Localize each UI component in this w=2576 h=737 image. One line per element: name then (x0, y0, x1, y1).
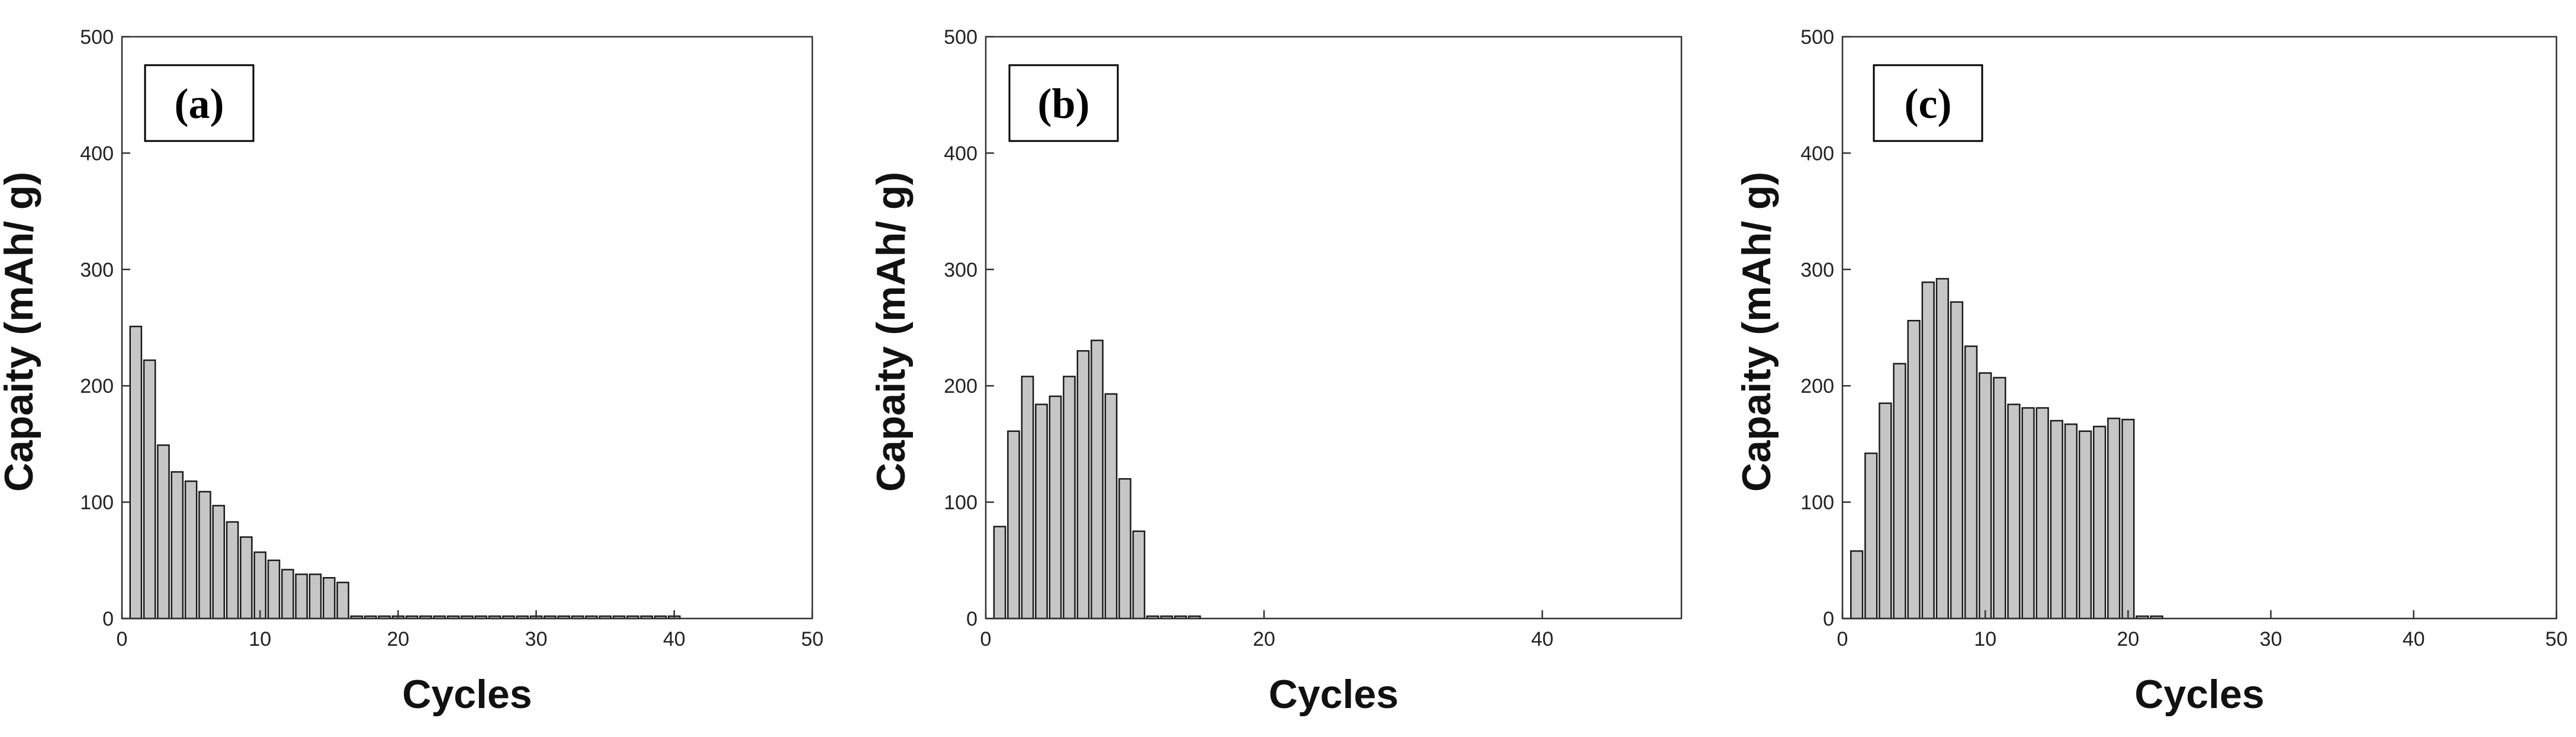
bar (1850, 550, 1864, 620)
bar (2050, 419, 2063, 620)
bar (2121, 418, 2135, 620)
plot-frame (985, 36, 1683, 620)
bar (1879, 402, 1892, 620)
bar (212, 505, 226, 620)
bar (1907, 319, 1921, 620)
bar (1893, 363, 1906, 620)
bar (1118, 478, 1131, 620)
y-tick-label: 100 (944, 492, 977, 514)
bar (267, 559, 281, 620)
bar (143, 359, 156, 620)
y-tick-label: 300 (80, 259, 114, 281)
bar (1063, 376, 1076, 620)
chart-panel-a: 0 100 200 300 400 500 0 10 20 30 40 50 (a) Cycles Capa… (0, 26, 824, 717)
bar (2064, 423, 2078, 620)
bar (1964, 345, 1978, 620)
panel-label-box (1873, 64, 1983, 142)
bar (253, 551, 267, 620)
bar (129, 325, 143, 620)
y-tick-label: 400 (80, 142, 114, 165)
bar (1104, 393, 1118, 620)
bar (2035, 407, 2049, 620)
y-tick-label: 0 (1823, 608, 1834, 630)
x-tick-label: 30 (525, 628, 548, 651)
x-tick-label: 50 (801, 628, 824, 651)
bar (240, 536, 253, 620)
panel-label-box (144, 64, 255, 142)
y-tick-label: 300 (1800, 259, 1834, 281)
bar (171, 471, 184, 620)
y-axis-title: Capaity (mAh/ g) (1734, 172, 1779, 492)
bar (295, 573, 308, 620)
bar (1076, 350, 1090, 620)
bar (2107, 417, 2121, 620)
chart-panel-c: 0 100 200 300 400 500 0 10 20 30 40 50 (c) Cycles Capa… (1734, 26, 2568, 717)
bar (1935, 278, 1949, 620)
bar (1864, 452, 1878, 620)
x-tick-label: 20 (1253, 628, 1275, 651)
bar (993, 525, 1006, 620)
bar (2093, 425, 2107, 620)
y-tick-label: 0 (966, 608, 977, 630)
x-tick-label: 40 (1531, 628, 1554, 651)
y-tick-label: 200 (1800, 375, 1834, 398)
bar (1049, 395, 1062, 620)
bar (2007, 403, 2021, 620)
bar (184, 480, 198, 620)
x-tick-label: 40 (663, 628, 686, 651)
x-tick-label: 0 (117, 628, 128, 651)
y-tick-label: 200 (944, 375, 977, 398)
y-tick-label: 500 (944, 26, 977, 49)
y-tick-label: 400 (944, 142, 977, 165)
y-tick-label: 100 (1800, 492, 1834, 514)
x-tick-label: 20 (387, 628, 409, 651)
plot-frame (1841, 36, 2558, 620)
x-axis-title: Cycles (402, 672, 532, 717)
bar (1035, 403, 1048, 620)
x-tick-label: 30 (2260, 628, 2282, 651)
x-tick-label: 10 (1974, 628, 1996, 651)
panel-label-box (1008, 64, 1119, 142)
y-tick-label: 500 (1800, 26, 1834, 49)
panel-label: (a) (175, 80, 224, 127)
y-tick-label: 100 (80, 492, 114, 514)
chart-panel-b: 0 100 200 300 400 500 0 20 40 (b) Cycles Capaity (m… (869, 26, 1683, 717)
x-tick-label: 50 (2545, 628, 2568, 651)
y-axis-title: Capaity (mAh/ g) (0, 172, 41, 492)
plot-frame (121, 36, 813, 620)
bar (1979, 372, 1992, 620)
y-tick-label: 0 (102, 608, 114, 630)
bar (1921, 281, 1935, 620)
x-tick-label: 10 (249, 628, 271, 651)
bar (1993, 377, 2006, 620)
bar (336, 581, 349, 620)
bar (1091, 339, 1104, 620)
bar (1007, 430, 1020, 620)
bar (157, 444, 170, 620)
x-tick-label: 0 (980, 628, 992, 651)
y-tick-label: 300 (944, 259, 977, 281)
bar (2021, 407, 2035, 620)
bar (281, 569, 294, 620)
bar (308, 573, 322, 620)
y-tick-label: 500 (80, 26, 114, 49)
x-tick-label: 40 (2403, 628, 2425, 651)
x-axis-title: Cycles (2134, 672, 2264, 717)
bar (1132, 530, 1146, 620)
bar (2078, 430, 2092, 620)
y-tick-label: 400 (1800, 142, 1834, 165)
x-tick-label: 20 (2117, 628, 2139, 651)
panel-label: (b) (1038, 80, 1090, 127)
bar (322, 577, 336, 620)
y-axis-title: Capaity (mAh/ g) (869, 172, 914, 492)
x-axis-title: Cycles (1269, 672, 1398, 717)
bar (198, 491, 211, 620)
panel-label: (c) (1905, 80, 1952, 127)
bar (226, 521, 239, 620)
bar (1021, 376, 1034, 620)
x-tick-label: 0 (1837, 628, 1848, 651)
bar (1950, 301, 1964, 620)
y-tick-label: 200 (80, 375, 114, 398)
